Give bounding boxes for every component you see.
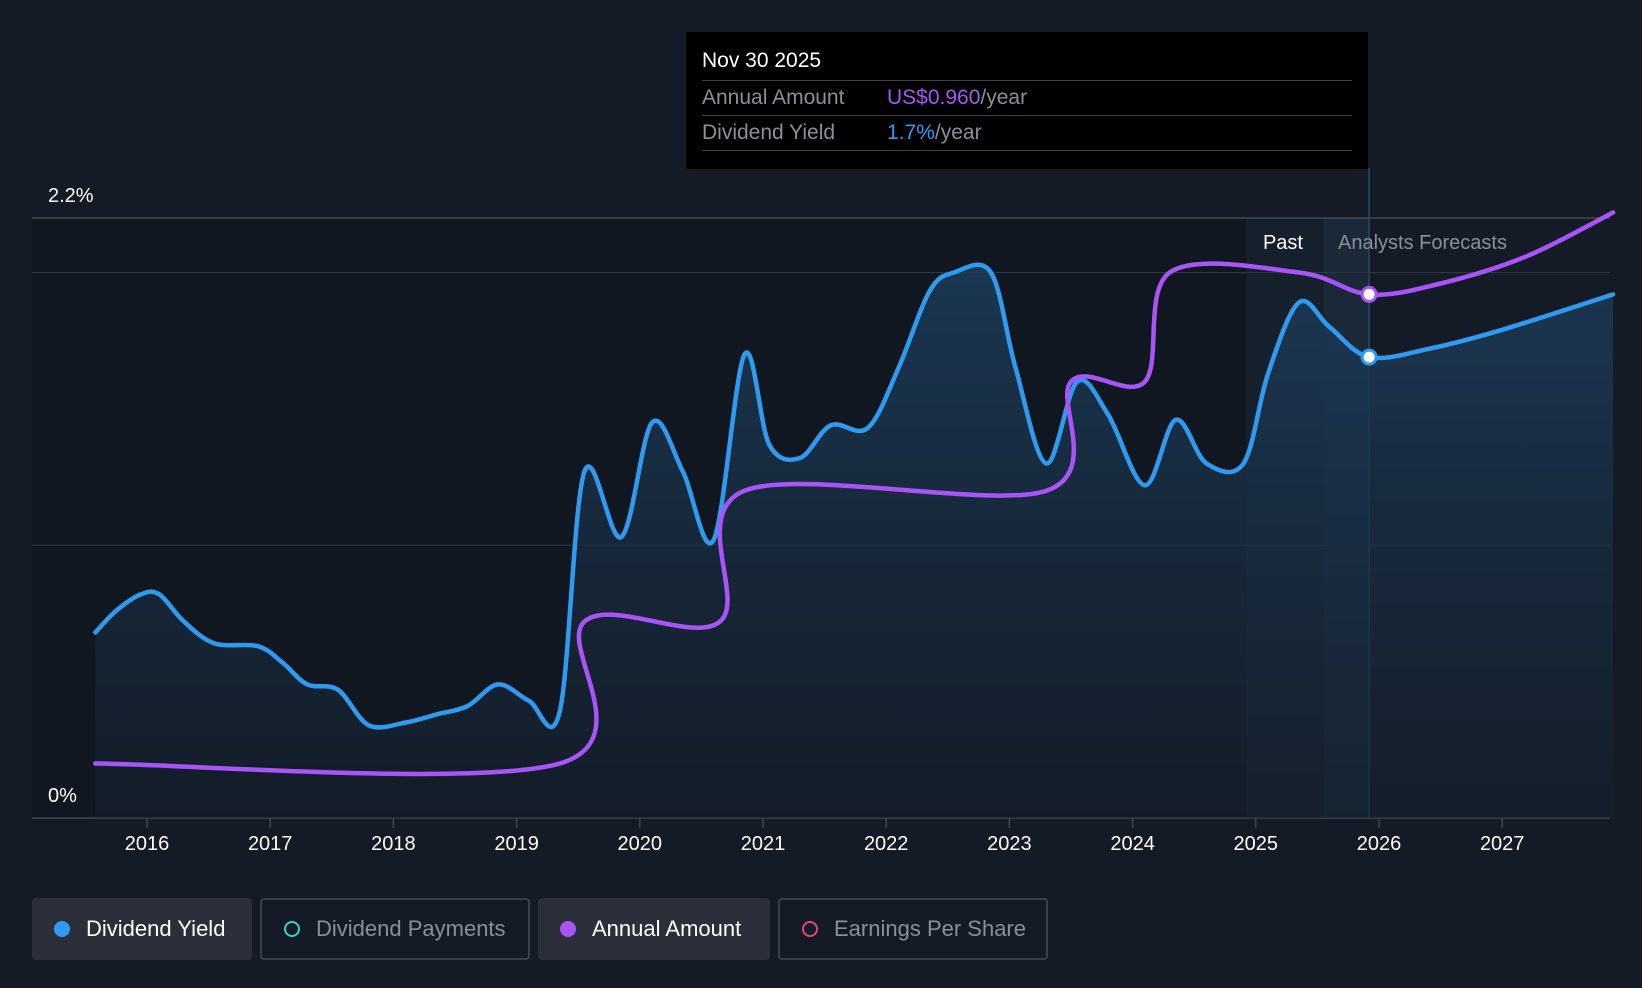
legend-dot-icon	[560, 921, 576, 937]
tooltip: Nov 30 2025 Annual Amount US$0.960 /year…	[686, 32, 1368, 169]
x-tick-label: 2018	[371, 833, 416, 855]
tooltip-label: Annual Amount	[702, 86, 845, 109]
x-tick-label: 2016	[125, 833, 170, 855]
legend-ring-icon	[802, 921, 818, 937]
legend-label: Annual Amount	[592, 916, 742, 941]
x-tick-label: 2024	[1110, 833, 1155, 855]
dividend-yield-marker	[1360, 348, 1378, 366]
past-label: Past	[1263, 232, 1303, 254]
legend-label: Earnings Per Share	[834, 916, 1026, 941]
legend-ring-icon	[284, 921, 300, 937]
legend-dividend-payments[interactable]: Dividend Payments	[260, 898, 530, 960]
legend-earnings-per-share[interactable]: Earnings Per Share	[778, 898, 1048, 960]
x-tick-label: 2027	[1480, 833, 1525, 855]
tooltip-unit: /year	[980, 86, 1028, 109]
x-tick-label: 2022	[864, 833, 909, 855]
tooltip-unit: /year	[934, 121, 982, 144]
forecast-label: Analysts Forecasts	[1338, 232, 1507, 254]
x-tick-label: 2025	[1234, 833, 1279, 855]
dividend-yield-line	[93, 262, 1616, 730]
tooltip-row-dividend-yield: Dividend Yield 1.7% /year	[702, 115, 1352, 151]
legend-dot-icon	[54, 921, 70, 937]
legend-dividend-yield[interactable]: Dividend Yield	[32, 898, 252, 960]
legend-label: Dividend Payments	[316, 916, 506, 941]
tooltip-value: US$0.960	[887, 86, 981, 109]
x-tick-label: 2026	[1357, 833, 1402, 855]
tooltip-date: Nov 30 2025	[702, 49, 822, 72]
x-tick-label: 2019	[494, 833, 539, 855]
legend-label: Dividend Yield	[86, 916, 226, 941]
x-tick-label: 2017	[248, 833, 293, 855]
tooltip-value: 1.7%	[887, 121, 935, 144]
annual-amount-line	[93, 210, 1616, 777]
tooltip-label: Dividend Yield	[702, 121, 836, 144]
y-axis-label-bottom: 0%	[48, 785, 77, 807]
annual-amount-marker	[1360, 285, 1378, 303]
legend-annual-amount[interactable]: Annual Amount	[538, 898, 770, 960]
tooltip-row-annual-amount: Annual Amount US$0.960 /year	[702, 80, 1352, 115]
y-axis-label-top: 2.2%	[48, 185, 94, 207]
dividend-yield-area	[95, 264, 1614, 818]
x-tick-label: 2023	[987, 833, 1032, 855]
x-tick-label: 2020	[618, 833, 663, 855]
x-tick-label: 2021	[741, 833, 786, 855]
